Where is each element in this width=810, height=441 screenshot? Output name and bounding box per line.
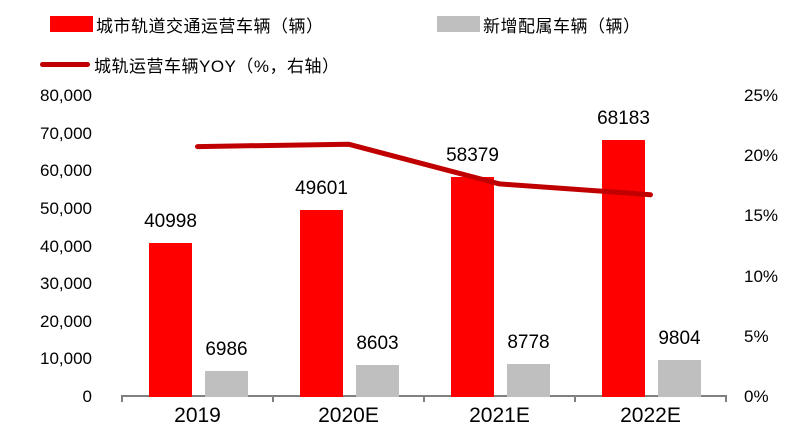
- yoy-line-layer: [195, 141, 653, 198]
- bar-operating-2022E: [602, 140, 645, 397]
- y-axis-label-left: 0: [82, 387, 92, 406]
- legend-label-yoy: 城轨运营车辆YOY（%，右轴）: [94, 56, 340, 76]
- bar-value-label: 6986: [205, 338, 248, 360]
- bar-new-2022E: [658, 360, 701, 397]
- x-axis-label: 2019: [174, 404, 221, 427]
- y-axis-label-right: 0%: [744, 387, 769, 406]
- x-axis-tick: [574, 395, 576, 402]
- y-axis-label-right: 20%: [744, 146, 779, 166]
- y-axis-label-left: 20,000: [40, 311, 92, 331]
- x-axis-tick: [272, 395, 274, 402]
- red-bar-swatch-icon: [50, 16, 93, 32]
- y-axis-label-left: 80,000: [40, 86, 92, 105]
- x-axis-tick: [423, 395, 425, 402]
- bar-new-2020E: [356, 364, 399, 397]
- bar-operating-2019: [149, 242, 192, 397]
- y-axis-label-left: 30,000: [40, 274, 92, 294]
- x-axis-label: 2022E: [620, 404, 681, 427]
- bar-new-2019: [205, 370, 248, 397]
- legend-label-operating-vehicles: 城市轨道交通运营车辆（辆）: [96, 16, 324, 36]
- yoy-line: [195, 141, 653, 198]
- y-axis-label-right: 15%: [744, 206, 779, 226]
- y-axis-label-left: 70,000: [40, 123, 92, 143]
- legend-item-yoy-line: 城轨运营车辆YOY（%，右轴）: [40, 53, 340, 76]
- bar-value-label: 58379: [446, 145, 499, 167]
- bar-value-label: 40998: [144, 210, 197, 232]
- x-axis-tick: [121, 395, 123, 402]
- bar-operating-2020E: [300, 210, 343, 397]
- bar-value-label: 9804: [658, 328, 701, 350]
- x-axis-tick: [725, 395, 727, 402]
- x-axis-label: 2020E: [318, 404, 379, 427]
- y-axis-label-left: 60,000: [40, 161, 92, 181]
- y-axis-label-right: 10%: [744, 266, 779, 286]
- bar-value-label: 68183: [597, 108, 650, 130]
- y-axis-label-left: 40,000: [40, 236, 92, 256]
- x-axis-label: 2021E: [469, 404, 530, 427]
- bar-value-label: 8778: [507, 331, 550, 353]
- line-swatch-icon: [40, 61, 90, 67]
- y-axis-label-right: 5%: [744, 326, 769, 346]
- legend-item-new-vehicles: 新增配属车辆（辆）: [437, 13, 641, 36]
- y-axis-label-right: 25%: [744, 86, 779, 105]
- y-axis-label-left: 10,000: [40, 349, 92, 369]
- bar-new-2021E: [507, 363, 550, 397]
- y-axis-label-left: 50,000: [40, 198, 92, 218]
- legend-label-new-vehicles: 新增配属车辆（辆）: [483, 16, 641, 36]
- bar-value-label: 8603: [356, 332, 399, 354]
- bar-value-label: 49601: [295, 178, 348, 200]
- gray-bar-swatch-icon: [437, 16, 480, 32]
- legend-item-operating-vehicles: 城市轨道交通运营车辆（辆）: [50, 13, 324, 36]
- bar-operating-2021E: [451, 177, 494, 397]
